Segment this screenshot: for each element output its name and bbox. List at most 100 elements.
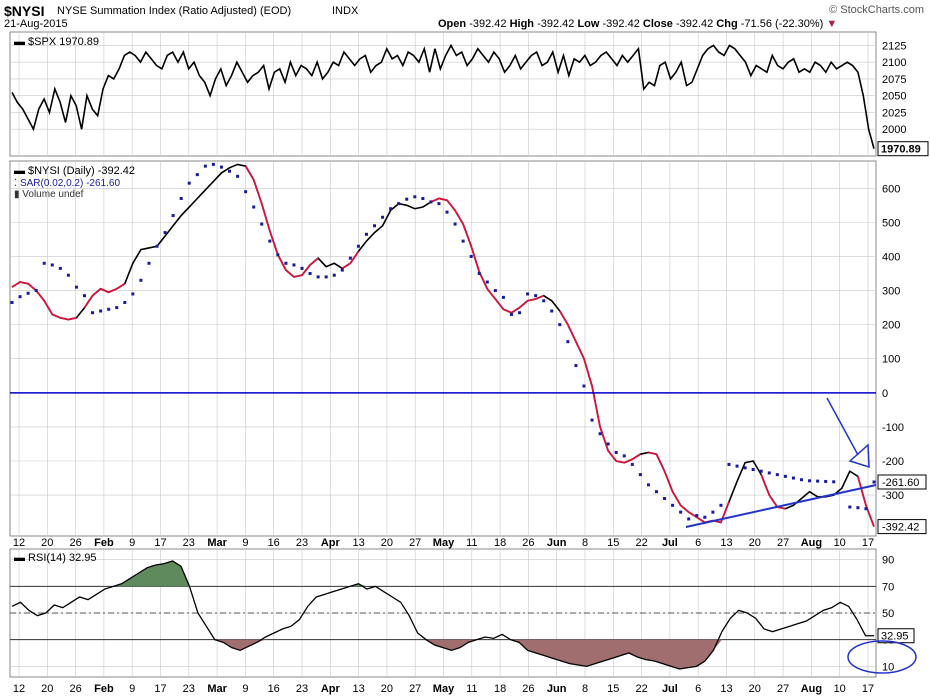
x-tick-label: 11 [466, 537, 477, 549]
sar-dot [719, 503, 723, 507]
x-tick-label: 26 [522, 683, 534, 695]
x-tick-label: 20 [41, 683, 53, 695]
sar-dot [759, 469, 763, 473]
date-label: 21-Aug-2015 [4, 18, 68, 30]
x-tick-label: Aug [801, 537, 822, 549]
sar-dot [99, 309, 103, 313]
x-tick-label: 27 [777, 537, 789, 549]
x-tick-label: 20 [381, 537, 393, 549]
spx-last-value-box [877, 141, 929, 157]
x-tick-label: 15 [607, 683, 619, 695]
sar-dot [276, 253, 280, 257]
nysi-tick-label: 200 [882, 320, 900, 332]
x-tick-label: Apr [321, 537, 341, 549]
sar-dot [856, 506, 860, 510]
rsi-tick-label: 50 [882, 608, 894, 620]
spx-pane-frame [9, 31, 877, 157]
sar-dot [622, 454, 626, 458]
sar-dot [808, 479, 812, 483]
sar-dot [663, 497, 667, 500]
sar-dot [872, 480, 876, 484]
sar-dot [405, 197, 409, 201]
chg-label: Chg [716, 18, 738, 30]
spx-tick-label: 2075 [882, 74, 906, 86]
nysi-falling-segment [341, 250, 360, 270]
sar-dot [695, 514, 699, 518]
x-tick-label: 12 [13, 537, 25, 549]
sar-dot [864, 507, 868, 511]
sar-dot [83, 294, 87, 298]
sar-dot [743, 466, 747, 470]
x-tick-label: 13 [720, 683, 732, 695]
sar-dot [711, 510, 715, 514]
x-tick-label: Aug [801, 683, 822, 695]
nysi-tick-label: 100 [882, 354, 900, 366]
spx-tick-label: 2000 [882, 124, 906, 136]
nysi-pane-frame [9, 160, 877, 537]
x-tick-label: Jun [547, 537, 567, 549]
sar-dot [42, 261, 46, 265]
sar-dot [775, 473, 779, 477]
low-value: -392.42 [602, 18, 640, 30]
rsi-overbought-fill [113, 561, 190, 587]
sar-dot [832, 480, 836, 484]
x-tick-label: Mar [207, 683, 227, 695]
x-tick-label: 9 [129, 537, 135, 549]
sar-dot [518, 311, 522, 315]
exchange-label: INDX [332, 5, 359, 17]
x-tick-label: 23 [183, 537, 195, 549]
x-tick-label: 27 [409, 683, 421, 695]
high-label: High [509, 18, 535, 30]
sar-dot [211, 162, 215, 166]
sar-dot [300, 266, 304, 270]
x-tick-label: 27 [777, 683, 789, 695]
spx-tick-label: 2125 [882, 40, 906, 52]
sar-dot [389, 207, 393, 211]
sar-dot [824, 479, 828, 483]
rsi-last-value-label: 32.95 [881, 631, 909, 643]
sar-dot [147, 261, 151, 265]
sar-dot [791, 476, 795, 480]
sar-dot [630, 462, 634, 466]
sar-dot [542, 299, 546, 303]
sar-dot [66, 273, 70, 277]
x-tick-label: 13 [352, 683, 364, 695]
nysi-legend-main: ▬ $NYSI (Daily) -392.42 [14, 165, 135, 177]
x-tick-label: 9 [242, 537, 248, 549]
nysi-tick-label: -200 [882, 456, 904, 468]
x-tick-label: 20 [749, 537, 761, 549]
sar-dot [139, 278, 143, 282]
sar-dot [445, 210, 449, 214]
sar-dot [735, 464, 739, 468]
sar-dot [244, 190, 248, 194]
spx-tick-label: 2100 [882, 57, 906, 69]
sar-dot [582, 384, 586, 388]
annotation-arrow-shaft [826, 397, 859, 456]
x-tick-label: 11 [466, 683, 477, 695]
sar-dot [477, 272, 481, 275]
x-tick-label: Jul [662, 683, 678, 695]
sar-dot [332, 273, 336, 277]
nysi-falling-segment [430, 197, 545, 314]
x-tick-label: 23 [296, 537, 308, 549]
sar-dot [91, 311, 95, 315]
sar-dot [654, 490, 658, 494]
nysi-last-value-box [877, 519, 927, 535]
sar-dot [485, 280, 489, 284]
sar-dot [566, 340, 570, 344]
nysi-falling-segment [11, 281, 77, 321]
x-tick-label: 15 [607, 537, 619, 549]
sar-dot [606, 442, 610, 446]
chg-value: -71.56 (-22.30%) [740, 18, 824, 30]
x-tick-label: Apr [321, 683, 341, 695]
x-tick-label: 8 [582, 537, 588, 549]
sar-dot [171, 214, 175, 218]
nysi-falling-segment [857, 476, 875, 527]
sar-dot [219, 165, 223, 169]
sar-dot [558, 323, 562, 327]
sar-dot [493, 289, 497, 293]
sar-dot [308, 272, 312, 275]
nysi-falling-segment [244, 165, 319, 278]
close-value: -392.42 [675, 18, 714, 30]
